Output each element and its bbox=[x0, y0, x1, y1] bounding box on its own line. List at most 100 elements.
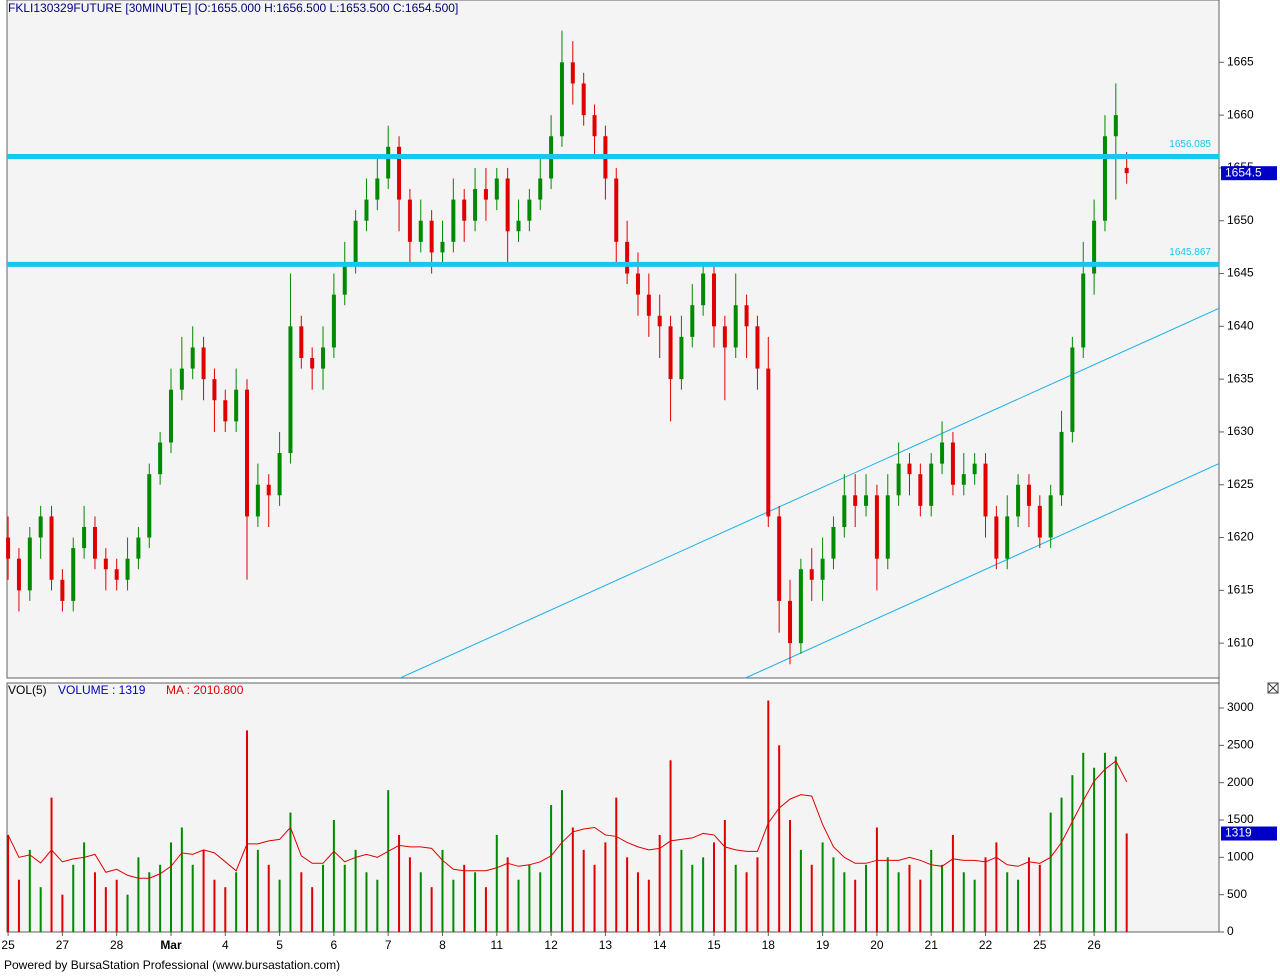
candle-body bbox=[92, 526, 97, 559]
y-tick-label: 1650 bbox=[1227, 213, 1254, 227]
x-tick-label: 7 bbox=[385, 938, 392, 952]
volume-y-tick-label: 2000 bbox=[1227, 775, 1254, 789]
volume-bar bbox=[626, 857, 629, 932]
candle-body bbox=[483, 189, 488, 200]
candle-body bbox=[538, 178, 543, 200]
candle-body bbox=[874, 495, 879, 559]
candle-body bbox=[386, 146, 391, 179]
candle-body bbox=[1048, 495, 1053, 538]
candle-body bbox=[961, 474, 966, 485]
volume-bar bbox=[235, 872, 238, 932]
volume-bar bbox=[278, 879, 281, 932]
volume-bar bbox=[951, 834, 954, 932]
y-tick-label: 1610 bbox=[1227, 635, 1254, 649]
volume-bar bbox=[506, 857, 509, 932]
volume-bar bbox=[224, 887, 227, 932]
volume-bar bbox=[191, 864, 194, 932]
candle-body bbox=[929, 463, 934, 506]
close-icon-cross[interactable] bbox=[1267, 682, 1279, 694]
volume-bar bbox=[441, 849, 444, 932]
volume-bar bbox=[430, 887, 433, 932]
volume-bar bbox=[636, 872, 639, 932]
close-icon[interactable] bbox=[1267, 682, 1279, 694]
volume-bar bbox=[83, 842, 86, 932]
volume-bar bbox=[463, 864, 466, 932]
volume-bar bbox=[7, 834, 10, 932]
volume-tag-box bbox=[1221, 826, 1277, 841]
volume-bar bbox=[658, 834, 661, 932]
candle-body bbox=[1059, 431, 1064, 496]
volume-bar bbox=[17, 879, 20, 932]
candle-body bbox=[1005, 516, 1010, 559]
volume-bar bbox=[1017, 879, 1020, 932]
candle-body bbox=[679, 336, 684, 380]
candle-body bbox=[331, 294, 336, 348]
volume-bar bbox=[115, 879, 118, 932]
volume-label: VOLUME : 1319 bbox=[58, 683, 146, 697]
x-tick-label: Mar bbox=[160, 938, 182, 952]
volume-bar bbox=[1093, 767, 1096, 932]
volume-bar bbox=[615, 797, 618, 932]
volume-bar bbox=[962, 872, 965, 932]
price-tag: 1654.5 bbox=[1225, 165, 1262, 179]
candle-body bbox=[82, 526, 87, 549]
volume-bar bbox=[343, 864, 346, 932]
candle-body bbox=[1037, 505, 1042, 538]
candle-body bbox=[853, 495, 858, 506]
volume-bar bbox=[148, 872, 151, 932]
candle-body bbox=[364, 199, 369, 221]
x-tick-label: 5 bbox=[276, 938, 283, 952]
volume-bar bbox=[1071, 775, 1074, 932]
x-tick-label: 18 bbox=[762, 938, 776, 952]
volume-bar bbox=[311, 887, 314, 932]
volume-bar bbox=[995, 842, 998, 932]
volume-bar bbox=[691, 864, 694, 932]
volume-y-tick-label: 0 bbox=[1227, 924, 1234, 938]
x-tick-label: 6 bbox=[331, 938, 338, 952]
volume-bar bbox=[137, 857, 140, 932]
ma-line bbox=[7, 760, 1128, 879]
candle-body bbox=[950, 442, 955, 485]
candle-body bbox=[266, 484, 271, 496]
candle-body bbox=[635, 273, 640, 295]
volume-bar bbox=[941, 864, 944, 932]
volume-bar bbox=[745, 872, 748, 932]
candle-body bbox=[473, 189, 478, 221]
volume-bar bbox=[169, 842, 172, 932]
candle-body bbox=[864, 495, 869, 506]
volume-bar bbox=[202, 849, 205, 932]
candle-body bbox=[71, 548, 76, 601]
x-tick-label: 20 bbox=[870, 938, 884, 952]
volume-bar bbox=[126, 894, 129, 932]
volume-bar bbox=[528, 864, 531, 932]
x-tick-label: 25 bbox=[1, 938, 15, 952]
volume-bar bbox=[832, 857, 835, 932]
volume-y-tick-label: 2500 bbox=[1227, 738, 1254, 752]
candle-body bbox=[690, 305, 695, 337]
x-tick-label: 22 bbox=[979, 938, 993, 952]
volume-bar bbox=[767, 700, 770, 932]
volume-bar bbox=[865, 864, 868, 932]
candle-body bbox=[842, 495, 847, 527]
volume-bar bbox=[213, 879, 216, 932]
volume-bar bbox=[495, 834, 498, 932]
vol-label: VOL(5) bbox=[8, 683, 47, 697]
volume-y-tick-label: 3000 bbox=[1227, 700, 1254, 714]
y-tick-label: 1665 bbox=[1227, 54, 1254, 68]
volume-bar bbox=[1125, 833, 1128, 932]
volume-bar bbox=[810, 864, 813, 932]
volume-bar bbox=[1114, 756, 1117, 932]
candle-body bbox=[614, 178, 619, 242]
volume-bar bbox=[1049, 812, 1052, 932]
volume-bar bbox=[669, 760, 672, 932]
y-tick-label: 1615 bbox=[1227, 583, 1254, 597]
y-tick-label: 1645 bbox=[1227, 266, 1254, 280]
candle-body bbox=[625, 241, 630, 274]
volume-bar bbox=[550, 805, 553, 932]
volume-bar bbox=[180, 827, 183, 932]
volume-bar bbox=[789, 820, 792, 932]
x-tick-label: 19 bbox=[816, 938, 830, 952]
volume-bar bbox=[365, 872, 368, 932]
candle-body bbox=[1081, 273, 1086, 348]
candle-body bbox=[407, 199, 412, 242]
